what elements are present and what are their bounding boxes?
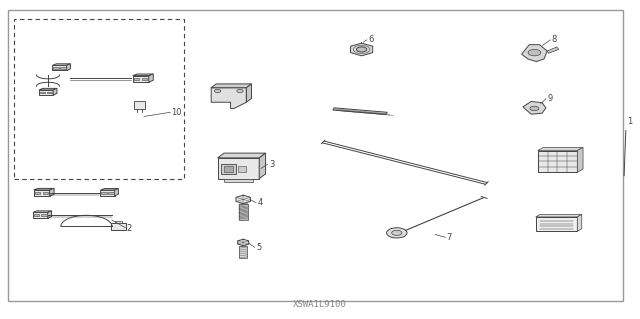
Polygon shape bbox=[67, 64, 70, 70]
Bar bbox=[54, 67, 59, 69]
Polygon shape bbox=[100, 189, 118, 190]
Bar bbox=[35, 192, 40, 194]
Polygon shape bbox=[538, 147, 583, 151]
Text: 8: 8 bbox=[552, 35, 557, 44]
Bar bbox=[134, 78, 140, 80]
Polygon shape bbox=[577, 147, 583, 172]
Bar bbox=[40, 92, 45, 93]
Bar bbox=[133, 76, 148, 82]
Polygon shape bbox=[47, 211, 52, 218]
Text: 7: 7 bbox=[447, 233, 452, 242]
Bar bbox=[109, 192, 114, 194]
Bar bbox=[100, 190, 115, 196]
Polygon shape bbox=[52, 64, 70, 65]
Text: 9: 9 bbox=[547, 94, 552, 103]
Polygon shape bbox=[333, 108, 387, 115]
Polygon shape bbox=[148, 74, 154, 82]
Polygon shape bbox=[39, 88, 57, 90]
Polygon shape bbox=[53, 88, 57, 95]
Polygon shape bbox=[259, 153, 266, 179]
Polygon shape bbox=[50, 188, 54, 196]
Polygon shape bbox=[211, 84, 252, 88]
Bar bbox=[239, 204, 248, 220]
Bar bbox=[142, 78, 147, 80]
Circle shape bbox=[214, 89, 221, 93]
Bar bbox=[14, 19, 184, 179]
Bar bbox=[239, 246, 247, 258]
Circle shape bbox=[387, 228, 407, 238]
Bar bbox=[224, 179, 253, 182]
Circle shape bbox=[356, 47, 367, 52]
Text: 4: 4 bbox=[257, 198, 262, 207]
Bar bbox=[115, 221, 122, 223]
Bar bbox=[224, 166, 233, 172]
Bar bbox=[101, 192, 106, 194]
Circle shape bbox=[528, 49, 541, 56]
Circle shape bbox=[237, 89, 243, 93]
Bar bbox=[538, 151, 577, 172]
Polygon shape bbox=[237, 239, 249, 246]
Polygon shape bbox=[246, 84, 252, 102]
Bar bbox=[536, 217, 577, 231]
Bar bbox=[39, 90, 53, 95]
Polygon shape bbox=[523, 101, 546, 114]
Text: 3: 3 bbox=[269, 160, 274, 169]
Bar bbox=[221, 164, 236, 174]
Bar bbox=[61, 67, 66, 69]
Text: 6: 6 bbox=[368, 35, 373, 44]
Polygon shape bbox=[218, 153, 266, 158]
Bar bbox=[43, 192, 48, 194]
Polygon shape bbox=[522, 45, 547, 62]
Polygon shape bbox=[133, 74, 154, 76]
Circle shape bbox=[392, 230, 402, 235]
Bar bbox=[42, 214, 47, 216]
Polygon shape bbox=[33, 211, 52, 212]
Text: 5: 5 bbox=[256, 243, 261, 252]
Bar bbox=[134, 101, 145, 109]
Bar bbox=[34, 214, 39, 216]
Polygon shape bbox=[236, 195, 250, 204]
Polygon shape bbox=[577, 214, 582, 231]
Bar bbox=[111, 223, 126, 230]
Polygon shape bbox=[34, 188, 54, 190]
Polygon shape bbox=[115, 189, 118, 196]
Text: 1: 1 bbox=[627, 117, 632, 126]
Bar bbox=[238, 166, 246, 172]
Text: 2: 2 bbox=[127, 224, 132, 233]
Bar bbox=[218, 158, 259, 179]
Bar bbox=[52, 65, 67, 70]
Bar bbox=[47, 92, 52, 93]
Text: 10: 10 bbox=[172, 108, 182, 117]
Circle shape bbox=[530, 106, 539, 111]
Polygon shape bbox=[211, 88, 246, 108]
Polygon shape bbox=[351, 43, 372, 56]
Bar bbox=[33, 212, 48, 218]
Polygon shape bbox=[547, 47, 559, 53]
Bar bbox=[34, 190, 50, 196]
Polygon shape bbox=[536, 214, 582, 217]
Text: XSWA1L9100: XSWA1L9100 bbox=[293, 300, 347, 309]
